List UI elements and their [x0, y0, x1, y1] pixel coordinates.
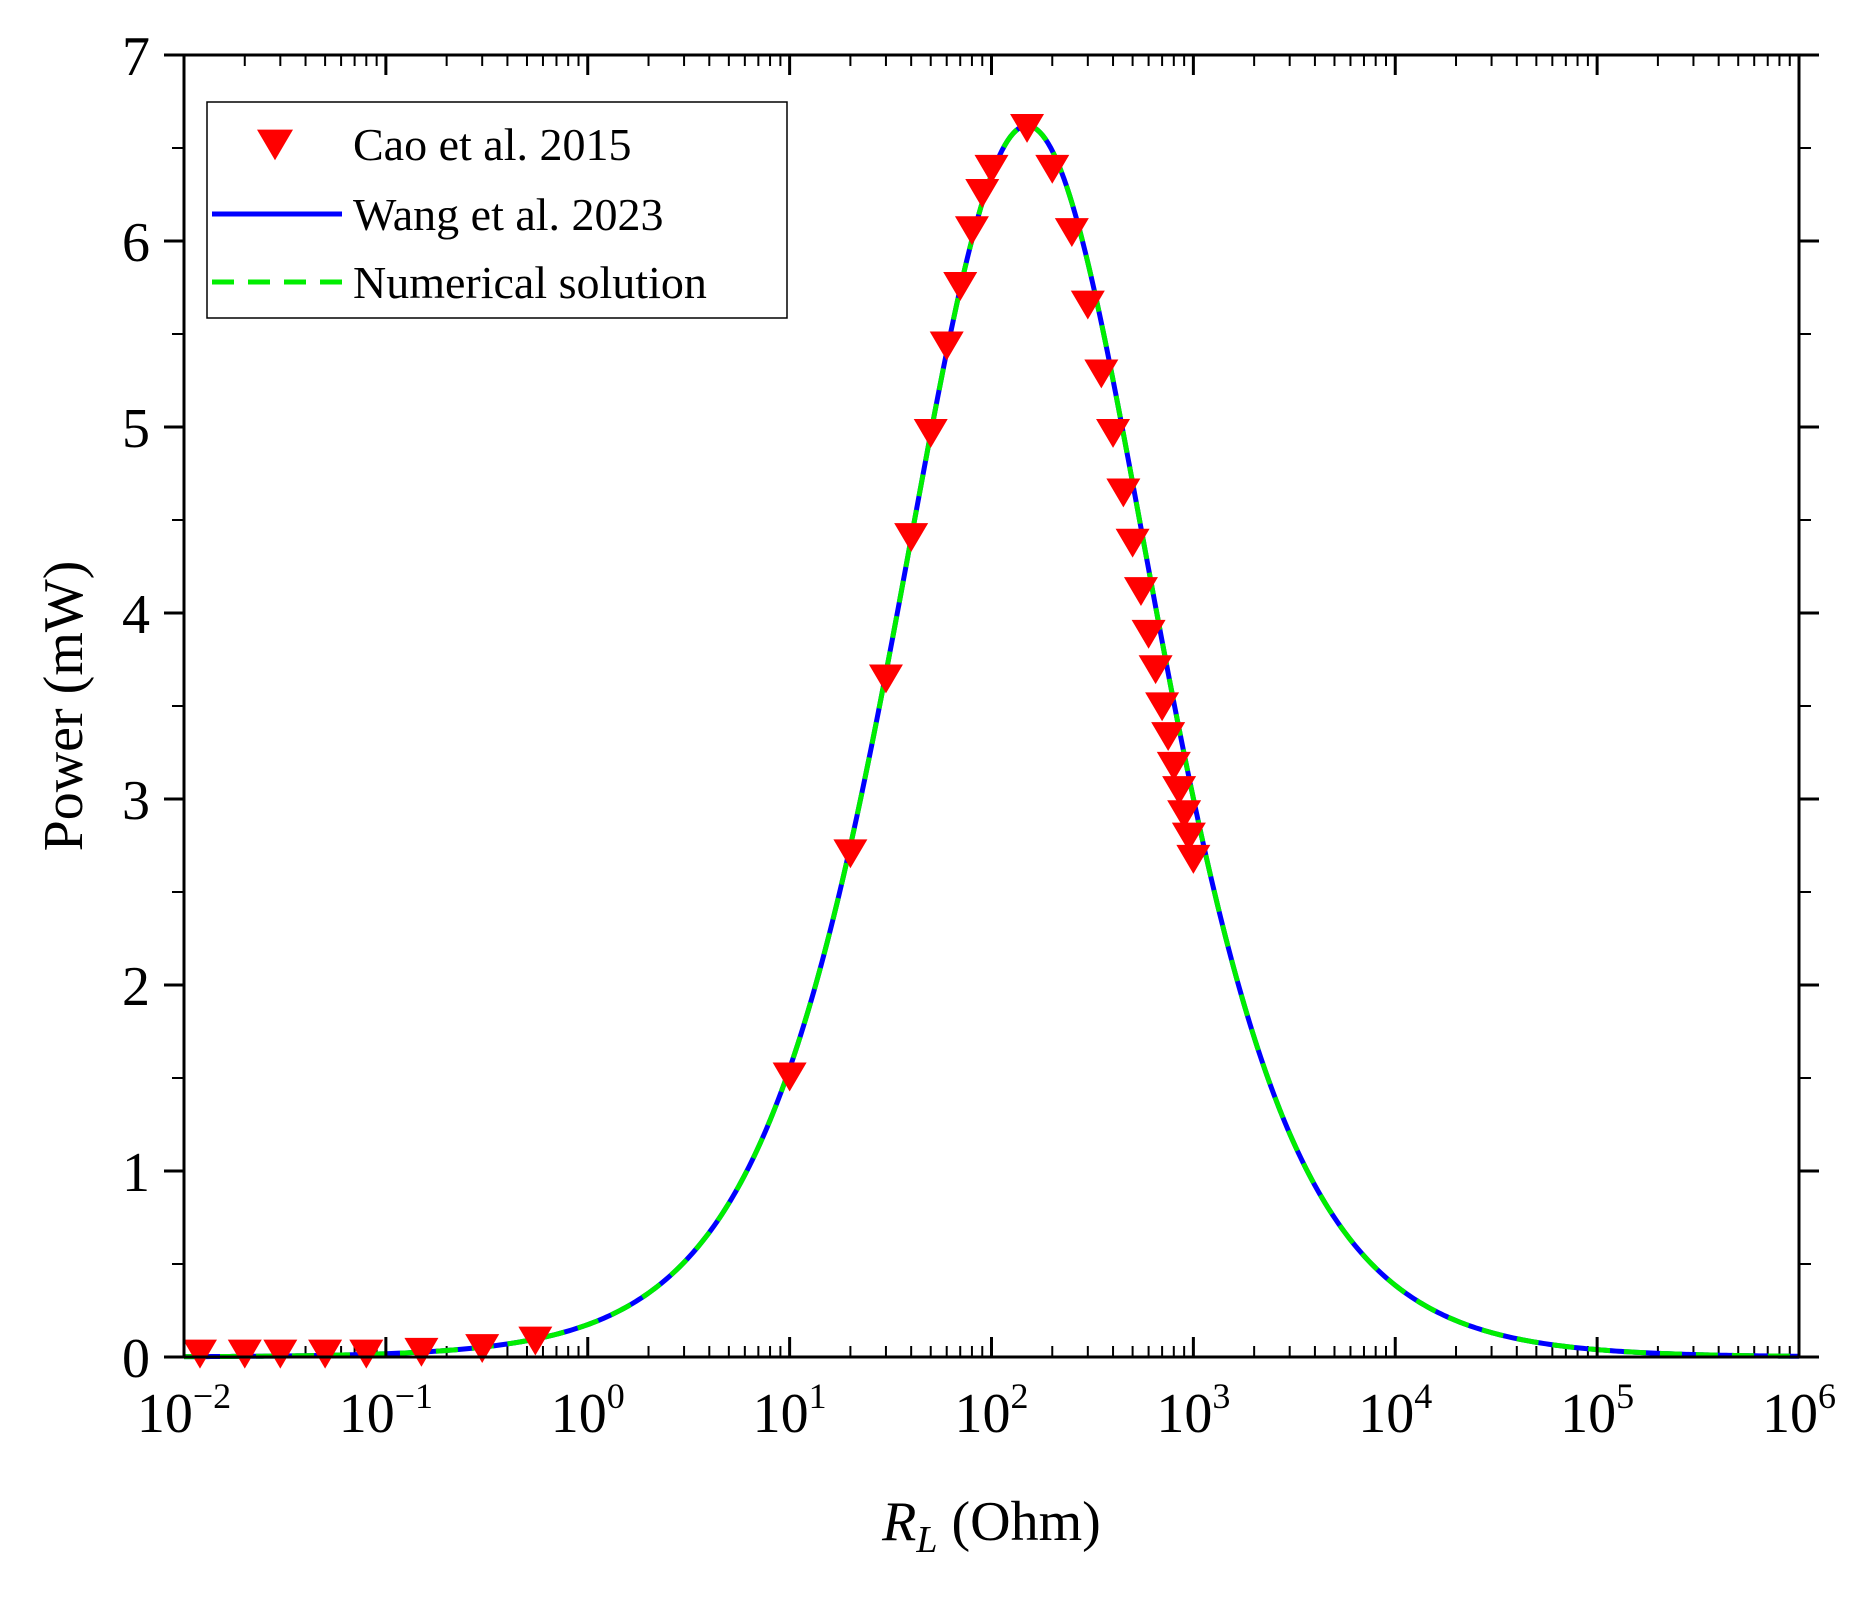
- x-tick-label-exponent: 4: [1414, 1376, 1432, 1416]
- data-point-cao: [1138, 655, 1173, 685]
- data-point-cao: [868, 664, 903, 694]
- x-tick-label-exponent: 5: [1616, 1376, 1634, 1416]
- data-point-cao: [1156, 751, 1191, 781]
- data-point-cao: [943, 272, 978, 301]
- x-tick-label-base: 10: [955, 1383, 1011, 1445]
- x-tick-label: 101: [753, 1376, 827, 1445]
- x-tick-label-base: 10: [339, 1383, 395, 1445]
- data-point-cao: [1162, 776, 1197, 805]
- x-tick-label-base: 10: [137, 1383, 193, 1445]
- data-point-cao: [1035, 154, 1070, 184]
- x-tick-label-exponent: 2: [1011, 1376, 1029, 1416]
- data-point-cao: [227, 1339, 262, 1369]
- data-point-cao: [1167, 800, 1202, 830]
- x-tick-label: 10−1: [339, 1376, 433, 1445]
- x-tick-label-exponent: 6: [1818, 1376, 1836, 1416]
- x-tick-label-exponent: 1: [809, 1376, 827, 1416]
- x-tick-label: 10−2: [137, 1376, 231, 1445]
- data-point-cao: [1070, 290, 1105, 320]
- legend-label-cao: Cao et al. 2015: [353, 119, 632, 170]
- data-point-cao: [1054, 218, 1089, 247]
- markers-layer: [182, 113, 1211, 1369]
- data-point-cao: [1123, 577, 1158, 606]
- data-point-cao: [1151, 722, 1186, 752]
- data-point-cao: [308, 1339, 343, 1369]
- x-axis-title-rest: (Ohm): [938, 1491, 1101, 1553]
- y-axis-title: Power (mW): [33, 561, 95, 852]
- legend: Cao et al. 2015 Wang et al. 2023 Numeric…: [206, 101, 788, 319]
- data-point-cao: [465, 1334, 500, 1363]
- data-point-cao: [833, 839, 868, 869]
- x-axis-title: RL (Ohm): [881, 1491, 1101, 1561]
- data-point-cao: [965, 179, 1000, 208]
- data-point-cao: [913, 418, 948, 448]
- data-point-cao: [263, 1339, 298, 1369]
- x-tick-label-exponent: 0: [607, 1376, 625, 1416]
- x-tick-label-base: 10: [551, 1383, 607, 1445]
- x-axis-title-subscript: L: [915, 1519, 937, 1561]
- y-tick-label: 0: [122, 1328, 150, 1390]
- y-tick-label: 6: [122, 212, 150, 274]
- x-tick-label: 105: [1560, 1376, 1634, 1445]
- data-point-cao: [1106, 478, 1141, 508]
- data-point-cao: [182, 1339, 217, 1369]
- legend-label-wang: Wang et al. 2023: [353, 189, 664, 240]
- legend-entry-numerical: Numerical solution: [212, 257, 707, 308]
- legend-entry-wang: Wang et al. 2023: [212, 189, 664, 240]
- y-tick-label: 5: [122, 398, 150, 460]
- legend-entry-cao: Cao et al. 2015: [257, 119, 632, 170]
- data-point-cao: [1171, 822, 1206, 852]
- x-tick-label-base: 10: [1560, 1383, 1616, 1445]
- data-point-cao: [349, 1339, 384, 1369]
- data-point-cao: [1176, 844, 1211, 874]
- x-tick-label: 104: [1358, 1376, 1432, 1445]
- data-point-cao: [894, 523, 929, 553]
- x-tick-label: 100: [551, 1376, 625, 1445]
- x-tick-label: 103: [1156, 1376, 1230, 1445]
- x-tick-label-base: 10: [1156, 1383, 1212, 1445]
- data-point-cao: [772, 1062, 807, 1092]
- x-tick-label-base: 10: [1358, 1383, 1414, 1445]
- x-tick-label: 102: [955, 1376, 1029, 1445]
- legend-symbol-cao: [257, 129, 293, 161]
- y-tick-label: 1: [122, 1142, 150, 1204]
- data-point-cao: [1115, 528, 1150, 558]
- legend-label-numerical: Numerical solution: [353, 257, 707, 308]
- x-axis-title-main: R: [881, 1491, 916, 1553]
- x-tick-label-base: 10: [1762, 1383, 1818, 1445]
- data-point-cao: [1084, 359, 1119, 389]
- data-point-cao: [954, 216, 989, 246]
- x-tick-label-exponent: −2: [193, 1376, 231, 1416]
- y-tick-label: 3: [122, 770, 150, 832]
- y-tick-label: 4: [122, 584, 150, 646]
- data-point-cao: [404, 1337, 439, 1367]
- data-point-cao: [929, 331, 964, 361]
- y-tick-label: 2: [122, 956, 150, 1018]
- x-tick-label-base: 10: [753, 1383, 809, 1445]
- data-point-cao: [1131, 619, 1166, 649]
- x-tick-label: 106: [1762, 1376, 1836, 1445]
- y-tick-label: 7: [122, 26, 150, 88]
- data-point-cao: [974, 154, 1009, 184]
- x-tick-label-exponent: 3: [1212, 1376, 1230, 1416]
- x-tick-label-exponent: −1: [395, 1376, 433, 1416]
- data-point-cao: [1096, 418, 1131, 448]
- data-point-cao: [518, 1326, 553, 1356]
- data-point-cao: [1145, 692, 1180, 722]
- data-point-cao: [1010, 113, 1045, 143]
